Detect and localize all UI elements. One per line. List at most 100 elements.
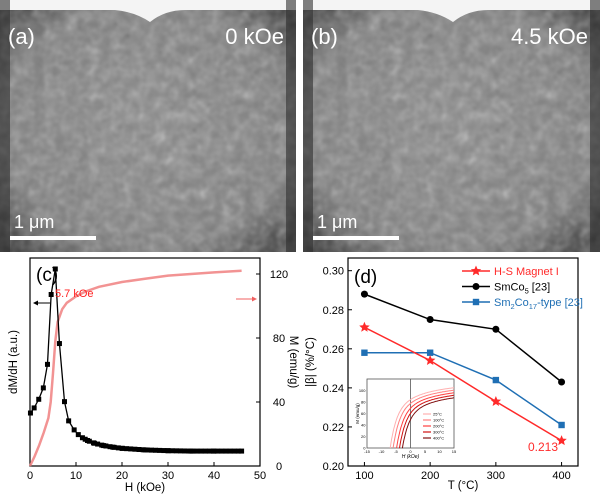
value-annotation: 0.213: [528, 440, 558, 454]
inset-y-tick-label: 80: [361, 400, 366, 405]
dmdh-tail-point: [107, 444, 113, 450]
right-shadow: [286, 0, 296, 252]
x-tick-label: 0: [27, 470, 33, 482]
inset-curve: [392, 389, 455, 449]
x-axis-label: H (kOe): [125, 482, 165, 494]
dmdh-tail-point: [182, 448, 188, 454]
plot-frame: [347, 257, 579, 467]
data-point: [492, 325, 500, 333]
dmdh-tail-point: [136, 447, 142, 453]
dmdh-tail-point: [153, 447, 159, 453]
data-point: [492, 376, 500, 384]
dmdh-tail-point: [86, 438, 92, 444]
x-tick-label: 20: [116, 470, 128, 482]
domain-texture: [303, 0, 600, 252]
legend-label: Sm2Co17-type [23]: [494, 297, 583, 311]
legend-text: SmCo: [494, 282, 525, 294]
scale-bar-label: 1 μm: [14, 212, 54, 232]
dmdh-tail-point: [99, 442, 105, 448]
legend-marker: [470, 265, 482, 276]
dmdh-point: [71, 427, 77, 433]
series-line: [364, 293, 563, 383]
data-point: [361, 349, 368, 356]
dmdh-tail-point: [206, 448, 212, 454]
right-y-tick-label: 40: [273, 397, 285, 409]
x-tick-label: 300: [487, 470, 505, 482]
inset-x-tick-label: 15: [452, 449, 457, 454]
peak-annotation: 5.7 kOe: [55, 288, 94, 300]
dmdh-tail-point: [124, 446, 130, 452]
inset-x-tick-label: 5: [424, 449, 427, 454]
dmdh-tail-point: [148, 447, 154, 453]
data-point: [558, 421, 565, 429]
legend-text: Co: [515, 297, 529, 309]
dmdh-point: [62, 399, 67, 405]
scale-bar: [313, 236, 399, 240]
dmdh-point: [56, 341, 62, 347]
series-2: [361, 349, 565, 429]
inset-y-tick-label: 100: [359, 388, 366, 393]
dmdh-point: [79, 435, 85, 441]
inset-chart: -15 -10 -5 0 5 10 15 0 20 40 60 80 100 H (kOe) M (emu/…: [355, 378, 457, 460]
inset-y-tick-label: 20: [361, 434, 366, 439]
panel-label: (a): [8, 24, 35, 49]
x-tick-label: 10: [70, 470, 82, 482]
inset-y-axis-label: M (emu/g): [355, 403, 360, 424]
right-arrow: [236, 296, 257, 302]
legend-text: Sm: [494, 297, 511, 309]
dmdh-tail-point: [119, 445, 125, 451]
left-arrow: [33, 300, 50, 306]
legend-label: H-S Magnet I: [494, 266, 559, 278]
legend-subscript: 2: [511, 302, 515, 311]
dmdh-tail-point: [157, 447, 163, 453]
dmdh-point: [66, 418, 72, 424]
y-tick-label: 0.26: [323, 344, 344, 356]
right-y-axis-label: M (emu/g): [287, 336, 299, 389]
panel-label: (d): [354, 267, 377, 288]
data-point: [359, 321, 370, 332]
x-tick-label: 400: [552, 470, 570, 482]
dmdh-tail-point: [173, 448, 179, 454]
dmdh-point: [36, 396, 42, 402]
dmdh-tail-point: [111, 444, 117, 450]
inset-curve: [389, 387, 455, 449]
data-point: [426, 316, 434, 324]
right-y-tick-label: 80: [273, 333, 285, 345]
dmdh-tail-point: [132, 446, 138, 452]
inset-x-tick-label: -5: [394, 449, 398, 454]
dmdh-tail-point: [186, 448, 192, 454]
y-tick-label: 0.28: [323, 305, 344, 317]
x-tick-label: 200: [421, 470, 439, 482]
dmdh-tail-point: [161, 448, 167, 454]
field-label: 4.5 kOe: [511, 24, 588, 49]
x-tick-label: 40: [208, 470, 220, 482]
dmdh-tail-point: [177, 448, 183, 454]
inset-y-tick-label: 40: [361, 423, 366, 428]
dmdh-point: [75, 432, 81, 438]
y-tick-label: 0.24: [323, 383, 344, 395]
y-tick-label: 0.20: [323, 461, 344, 473]
data-point: [426, 349, 434, 356]
legend-marker: [472, 283, 480, 290]
micrograph-a: (a) 0 kOe 1 μm: [0, 0, 296, 252]
sample-edge: [303, 0, 600, 22]
left-y-axis-label: dM/dH (a.u.): [8, 330, 20, 394]
legend-subscript: 17: [529, 302, 537, 311]
panel-label: (c): [36, 265, 58, 286]
legend-text: [23]: [529, 282, 550, 294]
dmdh-point: [40, 385, 46, 391]
inset-y-tick-label: 0: [363, 446, 366, 451]
dmdh-tail-point: [231, 448, 237, 454]
y-tick-label: 0.30: [323, 266, 344, 278]
dmdh-tail-point: [169, 448, 175, 454]
micrograph-b: (b) 4.5 kOe 1 μm: [303, 0, 600, 252]
data-point: [360, 290, 368, 298]
dmdh-tail-point: [235, 448, 241, 454]
inset-legend-label: 25°C: [433, 412, 442, 417]
scale-bar: [10, 236, 96, 240]
field-label: 0 kOe: [225, 24, 284, 49]
dmdh-tail-point: [219, 448, 225, 454]
inset-legend-label: 200°C: [433, 424, 444, 429]
